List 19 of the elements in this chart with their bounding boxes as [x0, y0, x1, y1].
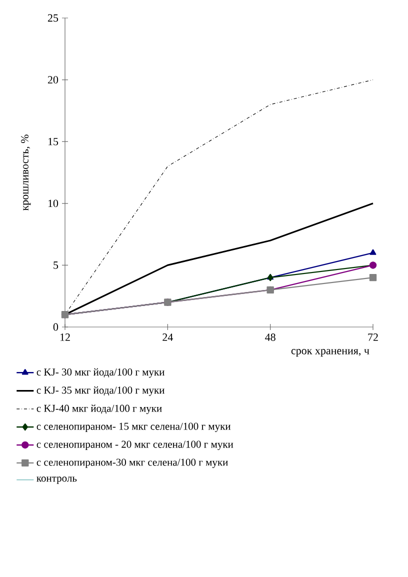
legend-label: контроль	[36, 476, 77, 484]
y-tick-label: 10	[48, 200, 58, 208]
y-tick-label: 0	[53, 323, 58, 331]
x-tick-label: 12	[60, 334, 70, 341]
legend-label: с KJ- 35 мкг йода/100 г муки	[36, 386, 164, 396]
legend-label: с KJ- 30 мкг йода/100 г муки	[36, 368, 164, 378]
x-tick-label: 48	[265, 334, 276, 341]
y-tick-label: 15	[48, 138, 58, 146]
y-tick-label: 5	[54, 262, 58, 269]
y-tick-label: 25	[48, 14, 58, 22]
x-axis-title: срок хранения, ч	[291, 349, 370, 357]
x-tick-label: 24	[162, 334, 173, 341]
y-tick-label: 20	[48, 76, 58, 84]
legend-label: с селенопираном- 15 мкг селена/100 г муки	[36, 422, 231, 432]
legend-label: с KJ-40 мкг йода/100 г муки	[36, 404, 162, 414]
x-tick-label: 72	[368, 334, 378, 341]
y-axis-title: крошливость, %	[21, 134, 31, 211]
legend-label: с селенопираном - 20 мкг селена/100 г муки	[36, 440, 234, 450]
legend-label: с селенопираном-30 мкг селена/100 г муки	[36, 458, 228, 468]
